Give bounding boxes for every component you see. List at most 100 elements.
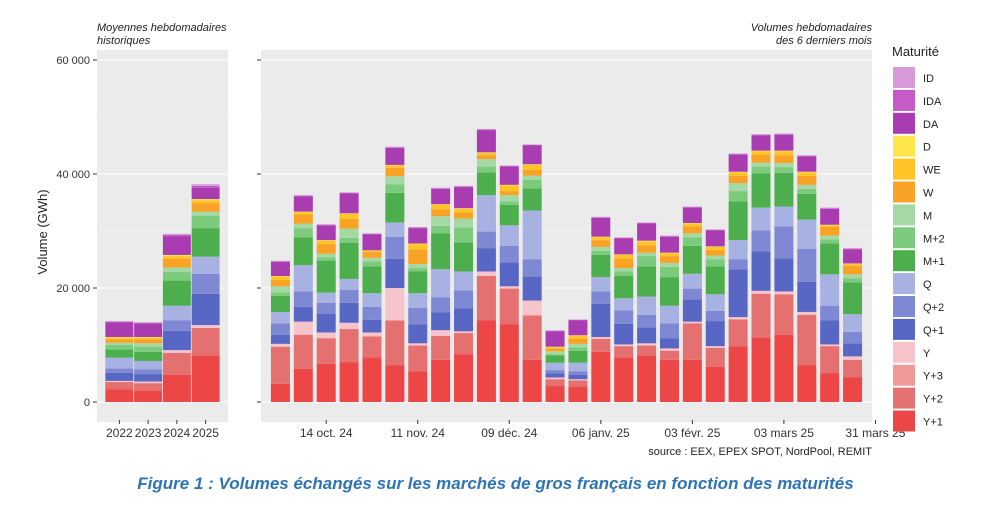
bar-segment: [797, 281, 817, 312]
bar-segment: [728, 269, 748, 318]
bar-segment: [591, 250, 611, 255]
bar-segment: [105, 372, 134, 381]
bar-segment: [454, 331, 474, 334]
bar-segment: [820, 208, 840, 225]
legend-label: Q: [923, 279, 932, 291]
bar-segment: [682, 359, 702, 402]
bar-segment: [362, 261, 382, 267]
bar-segment: [476, 166, 496, 173]
bar-segment: [568, 374, 588, 380]
bar-segment: [293, 368, 313, 402]
bar-segment: [843, 282, 863, 315]
bar-segment: [568, 320, 588, 336]
bar-segment: [134, 343, 163, 347]
bar-segment: [191, 355, 220, 402]
bar-segment: [191, 185, 220, 188]
bar-segment: [105, 337, 134, 340]
bar-segment: [568, 335, 588, 339]
bar-segment: [339, 242, 359, 279]
bar-segment: [545, 330, 565, 331]
bar-segment: [431, 225, 451, 234]
bar-segment: [162, 267, 191, 273]
bar-segment: [820, 373, 840, 402]
bar-segment: [431, 188, 451, 189]
bar-segment: [614, 276, 634, 299]
bar-segment: [385, 258, 405, 288]
bar-segment: [316, 244, 336, 254]
bar-segment: [545, 362, 565, 371]
bar-segment: [774, 134, 794, 151]
bar-segment: [705, 229, 725, 231]
bar-segment: [162, 330, 191, 351]
legend-label: M: [923, 210, 932, 222]
bar-segment: [705, 310, 725, 322]
bar-segment: [476, 130, 496, 153]
bar-segment: [105, 322, 134, 338]
bar-segment: [162, 350, 191, 353]
legend-label: M+1: [923, 256, 945, 268]
bar-segment: [545, 386, 565, 402]
bar-segment: [316, 240, 336, 245]
bar-segment: [162, 234, 191, 237]
bar-segment: [454, 208, 474, 213]
bar-segment: [408, 243, 428, 245]
bar-segment: [659, 338, 679, 349]
bar-segment: [293, 291, 313, 307]
bar-segment: [751, 293, 771, 338]
bar-segment: [454, 290, 474, 309]
bar-segment: [820, 344, 840, 347]
bar-segment: [476, 320, 496, 402]
bar-segment: [843, 265, 863, 275]
bar-segment: [637, 343, 657, 346]
bar-segment: [659, 252, 679, 254]
bar-segment: [362, 319, 382, 333]
bar-segment: [293, 196, 313, 212]
bar-segment: [705, 246, 725, 250]
bar-segment: [454, 227, 474, 243]
bar-segment: [105, 339, 134, 343]
bar-segment: [659, 262, 679, 267]
right-panel-title-line1: Volumes hebdomadaires: [751, 22, 873, 34]
bar-segment: [476, 152, 496, 153]
x-tick-label: 31 mars 25: [845, 426, 905, 440]
bar-segment: [162, 374, 191, 402]
bar-segment: [682, 237, 702, 246]
bar-segment: [682, 321, 702, 324]
bar-segment: [499, 201, 519, 205]
bar-segment: [385, 320, 405, 366]
bar-segment: [591, 337, 611, 339]
legend-swatch: [893, 250, 915, 272]
legend-swatch: [893, 387, 915, 409]
bar-segment: [705, 259, 725, 267]
bar-segment: [637, 241, 657, 246]
bar-segment: [751, 150, 771, 152]
bar-segment: [385, 167, 405, 177]
bar-segment: [705, 255, 725, 260]
bar-segment: [705, 346, 725, 348]
bar-segment: [659, 236, 679, 253]
bar-segment: [270, 286, 290, 293]
bar-segment: [431, 359, 451, 402]
bar-segment: [751, 207, 771, 231]
bar-segment: [728, 154, 748, 155]
bar-segment: [408, 244, 428, 250]
bar-segment: [134, 381, 163, 384]
bar-segment: [545, 354, 565, 356]
bar-segment: [134, 351, 163, 361]
bar-segment: [454, 333, 474, 355]
bar-segment: [682, 207, 702, 208]
bar-segment: [454, 218, 474, 228]
bar-segment: [105, 321, 134, 322]
bar-segment: [591, 216, 611, 218]
bar-segment: [499, 166, 519, 185]
legend-label: Q+1: [923, 325, 944, 337]
bar-segment: [591, 351, 611, 402]
bar-segment: [476, 195, 496, 232]
bar-segment: [637, 345, 657, 356]
historical-panel: 2022 2023 2024 2025: [97, 50, 228, 440]
bar-segment: [682, 226, 702, 234]
bar-segment: [637, 245, 657, 253]
bar-segment: [728, 172, 748, 176]
y-axis: 0 20 000 40 000 60 000: [56, 55, 261, 409]
bar-segment: [293, 321, 313, 335]
